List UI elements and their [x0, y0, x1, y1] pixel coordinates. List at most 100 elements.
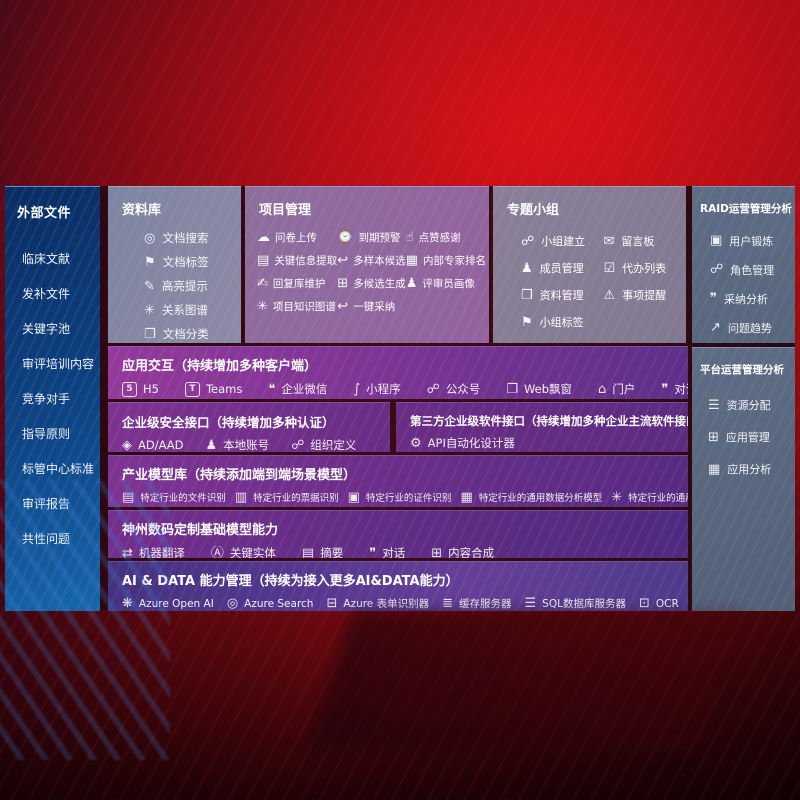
service-item[interactable]: ☰ SQL数据库服务器 [525, 596, 626, 611]
feature-item[interactable]: ❐ 文档分类 [108, 322, 241, 346]
teams-icon: T [184, 381, 200, 397]
model-item[interactable]: ▣ 特定行业的证件识别 [348, 490, 452, 505]
service-item[interactable]: ❋ Azure Open AI [122, 597, 214, 610]
library-title: 资料库 [122, 203, 162, 218]
feature-item[interactable]: ✎ 高亮提示 [108, 274, 241, 298]
feature-item[interactable]: ✉ 留言板 [604, 233, 687, 249]
interface-label: API自动化设计器 [427, 436, 515, 450]
file-recognition-icon: ▤ [122, 489, 135, 505]
feature-item[interactable]: ⚑ 小组标签 [521, 314, 604, 330]
feature-item[interactable]: ♟ 评审员画像 [406, 276, 486, 291]
sidebar-item[interactable]: 审评培训内容 [22, 357, 95, 371]
capability-item[interactable]: ❞ 对话 [369, 545, 405, 558]
feature-item[interactable]: ☁ 问卷上传 [257, 230, 337, 245]
model-item[interactable]: ✳ 特定行业的通用知识图谱模型 [611, 490, 688, 505]
feature-label: 到期预警 [358, 232, 401, 244]
platform-operations-title: 平台运营管理分析 [700, 364, 784, 376]
capability-item[interactable]: ⊞ 内容合成 [431, 545, 494, 558]
client-label: 小程序 [366, 382, 401, 396]
sidebar-item[interactable]: 发补文件 [22, 287, 71, 301]
service-item[interactable]: ⊡ OCR [639, 597, 679, 610]
base-model-chips: ⇄ 机器翻译 Ⓐ 关键实体 ▤ 摘要 ❞ 对话 ⊞ 内容合成 [108, 538, 688, 558]
feature-item[interactable]: ⚑ 文档标签 [108, 250, 241, 274]
knowledge-graph-icon: ✳ [257, 299, 268, 314]
service-item[interactable]: ◎ Azure Search [227, 597, 314, 610]
client-item[interactable]: 5 H5 [122, 381, 159, 397]
feature-label: 关系图谱 [161, 303, 208, 317]
feature-item[interactable]: ▦ 内部专家排名 [406, 253, 486, 268]
special-groups-title: 专题小组 [507, 203, 560, 218]
feature-item[interactable]: ❒ 资料管理 [521, 287, 604, 303]
feature-label: 资源分配 [726, 399, 771, 412]
industry-model-chips: ▤ 特定行业的文件识别 ▥ 特定行业的票据识别 ▣ 特定行业的证件识别 ▦ 特定… [108, 483, 688, 505]
auth-item[interactable]: ☍ 组织定义 [291, 437, 356, 452]
client-item[interactable]: ∫ 小程序 [353, 381, 400, 397]
feature-item[interactable]: ⌚ 到期预警 [337, 230, 405, 245]
sidebar-item[interactable]: 共性问题 [22, 532, 71, 546]
feature-item[interactable]: ⚠ 事项提醒 [604, 287, 687, 303]
service-item[interactable]: ≣ 缓存服务器 [442, 596, 511, 611]
client-item[interactable]: ☍ 公众号 [427, 381, 481, 397]
feature-item[interactable]: ⊞ 多候选生成 [337, 276, 405, 291]
client-item[interactable]: ⌂ 门户 [598, 381, 635, 397]
feature-item[interactable]: ✳ 项目知识图谱 [257, 299, 337, 314]
miniprogram-icon: ∫ [353, 381, 361, 397]
client-item[interactable]: ❞ 对话 [661, 381, 688, 397]
sidebar-item[interactable]: 审评报告 [22, 497, 71, 511]
service-item[interactable]: ⊟ Azure 表单识别器 [326, 596, 429, 611]
sql-database-icon: ☰ [524, 596, 537, 611]
sidebar-item[interactable]: 关键字池 [22, 322, 71, 336]
project-management-title: 项目管理 [259, 203, 312, 218]
feature-item[interactable]: ▣ 用户锻炼 [692, 226, 795, 255]
auth-item[interactable]: ♟ 本地账号 [206, 437, 270, 452]
feature-label: 问卷上传 [275, 232, 317, 244]
capability-item[interactable]: ⇄ 机器翻译 [122, 545, 185, 558]
platform-list: ☰ 资源分配 ⊞ 应用管理 ▦ 应用分析 [692, 389, 795, 485]
feature-item[interactable]: ☍ 小组建立 [521, 233, 604, 249]
sidebar-item[interactable]: 指导原则 [22, 427, 71, 441]
feature-item[interactable]: ☍ 角色管理 [692, 255, 795, 284]
person-portrait-icon: ♟ [405, 276, 418, 291]
ai-data-title: AI & DATA 能力管理（持续为接入更多AI&DATA能力） [122, 574, 459, 589]
feature-item[interactable]: ▦ 应用分析 [692, 453, 795, 485]
portal-icon: ⌂ [598, 381, 607, 397]
model-item[interactable]: ▥ 特定行业的票据识别 [235, 490, 339, 505]
feature-item[interactable]: ❞ 采纳分析 [692, 284, 795, 313]
auth-item[interactable]: ◈ AD/AAD [122, 438, 184, 452]
raid-operations-panel: RAID运营管理分析 ▣ 用户锻炼 ☍ 角色管理 ❞ 采纳分析 ↗ 问题趋势 [692, 186, 795, 343]
sidebar-item[interactable]: 临床文献 [22, 252, 71, 266]
feature-item[interactable]: ◎ 文档搜索 [108, 226, 241, 250]
interface-item[interactable]: ⚙ API自动化设计器 [410, 435, 515, 451]
security-interface-box: 企业级安全接口（持续增加多种认证） ◈ AD/AAD ♟ 本地账号 ☍ 组织定义 [108, 402, 390, 452]
feature-item[interactable]: ☰ 资源分配 [692, 389, 795, 421]
feature-item[interactable]: ↩ 多样本候选 [337, 253, 405, 268]
client-item[interactable]: ❐ Web飘窗 [506, 381, 572, 397]
sidebar-item[interactable]: 标管中心标准 [22, 462, 95, 476]
model-item[interactable]: ▦ 特定行业的通用数据分析模型 [460, 490, 602, 505]
feature-item[interactable]: ♟ 成员管理 [521, 260, 604, 276]
special-groups-panel: 专题小组 ☍ 小组建立 ✉ 留言板 ♟ 成员管理 ☑ 代办列表 ❒ 资料管理 ⚠… [493, 186, 686, 343]
feature-item[interactable]: ↩ 一键采纳 [337, 299, 405, 314]
feature-item[interactable]: ☝ 点赞感谢 [406, 230, 486, 245]
security-interface-title: 企业级安全接口（持续增加多种认证） [122, 415, 335, 430]
feature-item[interactable]: ⊞ 应用管理 [692, 421, 795, 453]
capability-item[interactable]: ▤ 摘要 [302, 545, 343, 558]
capability-item[interactable]: Ⓐ 关键实体 [211, 545, 276, 558]
service-label: Azure Search [244, 597, 314, 610]
service-label: Azure 表单识别器 [343, 598, 430, 610]
feature-item[interactable]: ✳ 关系图谱 [108, 298, 241, 322]
feature-item[interactable]: ↗ 问题趋势 [692, 313, 795, 342]
feature-item[interactable]: ▤ 关键信息提取 [257, 253, 337, 268]
thirdparty-interface-title: 第三方企业级软件接口（持续增加多种企业主流软件接口） [410, 414, 688, 428]
client-item[interactable]: T Teams [184, 381, 242, 397]
resource-list-icon: ☰ [708, 397, 720, 413]
tag-icon: ⚑ [521, 314, 533, 330]
openai-icon: ❋ [122, 596, 133, 611]
feature-label: 多候选生成 [353, 278, 406, 290]
feature-label: 应用分析 [727, 463, 772, 476]
model-item[interactable]: ▤ 特定行业的文件识别 [122, 489, 226, 505]
feature-item[interactable]: ☑ 代办列表 [604, 260, 687, 276]
feature-item[interactable]: ✍ 回复库维护 [257, 276, 337, 291]
client-item[interactable]: ❝ 企业微信 [268, 381, 327, 397]
sidebar-item[interactable]: 竞争对手 [22, 392, 71, 406]
